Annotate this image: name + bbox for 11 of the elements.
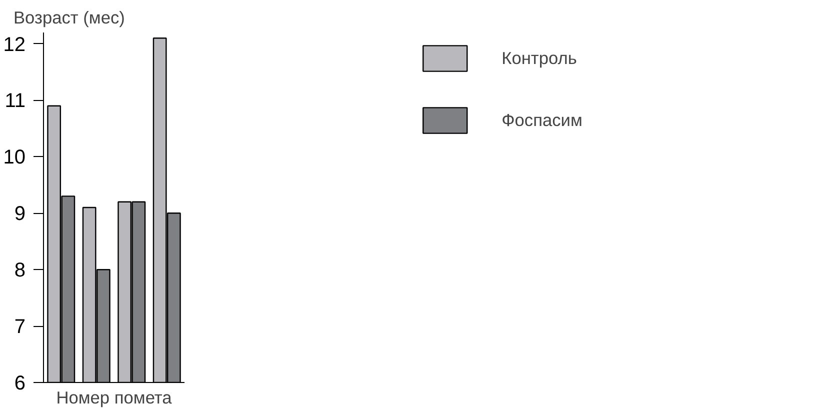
y-tick-label: 12 [3,34,26,56]
y-axis-title: Возраст (мес) [14,8,125,28]
x-axis-title: Номер помета [56,388,172,408]
y-tick-label: 8 [14,260,26,282]
y-tick-label: 9 [14,203,26,226]
y-tick-label: 10 [3,146,26,169]
legend-label: Контроль [502,48,577,68]
y-tick-label: 7 [14,316,26,338]
legend-label: Фоспасим [502,110,582,130]
y-tick-label: 6 [14,372,26,394]
y-tick-label: 11 [4,90,26,112]
